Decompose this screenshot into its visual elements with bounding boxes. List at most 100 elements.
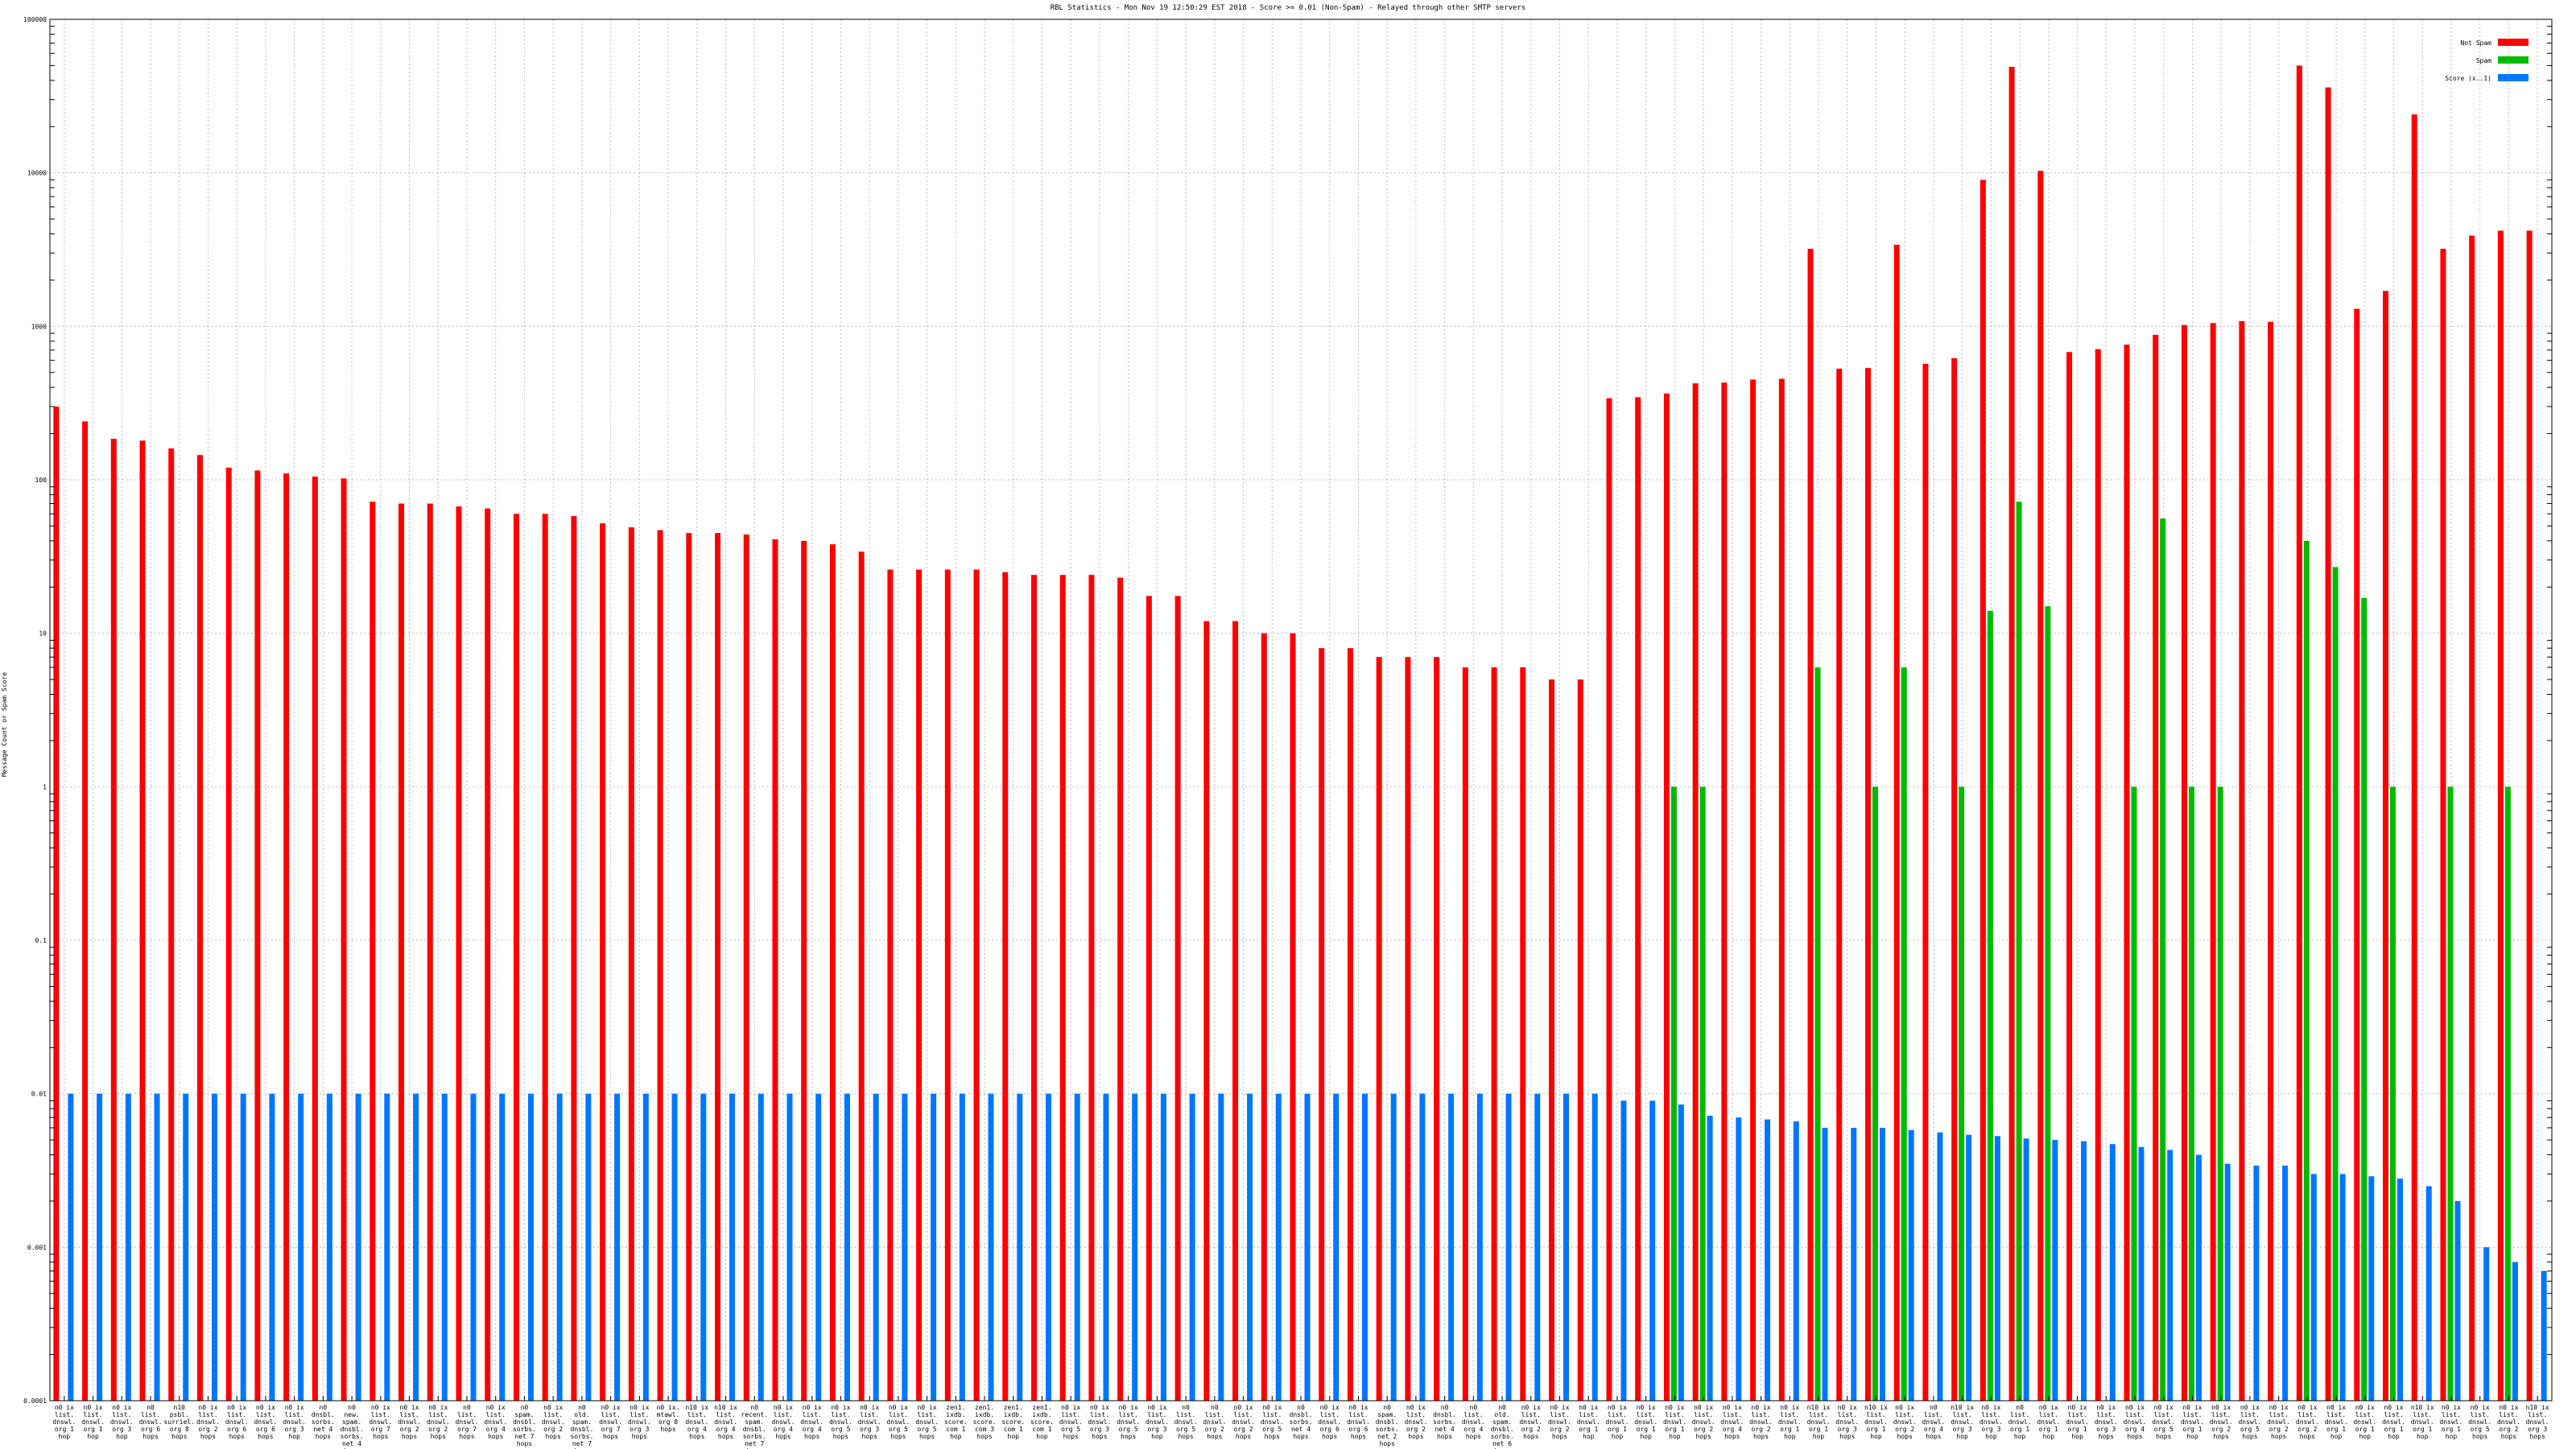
bar-score [988,1093,994,1401]
x-tick-label-line: hops [2127,1433,2142,1440]
x-tick-label-line: n0 ix [1090,1404,1109,1411]
bar-not-spam [1864,368,1871,1401]
x-tick-label-line: hops [546,1433,561,1440]
axes [49,19,2553,1402]
x-tick-label-line: hops [862,1433,877,1440]
bar-not-spam [1606,398,1612,1401]
x-tick-label-line: n0 ix [1838,1404,1857,1411]
bar-score [1563,1093,1570,1401]
x-tick-label-line: org 5 [918,1426,937,1433]
bar-not-spam [801,540,807,1401]
bar-not-spam [369,502,376,1402]
x-tick-label-line: hops [2501,1433,2516,1440]
bar-spam [1872,786,1878,1401]
x-tick-label-line: list. [1262,1411,1282,1418]
x-tick-label-line: list. [1780,1411,1799,1418]
x-tick-label-line: dnswl. [628,1418,651,1426]
plot-frame [49,19,2553,1402]
x-tick-label-line: list. [2499,1411,2518,1418]
x-tick-label-line: hops [919,1433,935,1440]
x-tick-label-line: dnswl. [829,1418,852,1426]
x-tick-label-line: dnswl. [1720,1418,1744,1426]
x-tick-label-line: dnswl. [2497,1418,2520,1426]
x-tick-label-line: n10 ix [1807,1404,1831,1411]
bar-score [211,1093,217,1401]
x-tick-label-line: org 1 [2326,1426,2346,1433]
x-tick-label-line: list. [2240,1411,2260,1418]
bar-score [355,1093,361,1401]
bar-not-spam [1663,393,1670,1401]
x-tick-label-line: hops [200,1433,216,1440]
x-tick-label-line: list. [2384,1411,2403,1418]
bar-not-spam [2411,114,2417,1401]
x-tick-label-line: n0 ix [2125,1404,2145,1411]
x-tick-label-line: list. [256,1411,275,1418]
x-tick-label-line: hops [229,1433,245,1440]
x-tick-label-line: n0 ix [1694,1404,1713,1411]
x-tick-label-line: dnswl. [1807,1418,1831,1426]
bar-not-spam [1376,657,1382,1401]
x-tick-label-line: hops [1494,1447,1509,1449]
x-tick-label-line: sorbs. [513,1426,536,1433]
x-tick-label-line: n0 ix [1608,1404,1627,1411]
x-tick-label-line: list. [716,1411,735,1418]
x-tick-label-line: dnswl. [2468,1418,2491,1426]
x-tick-label-line: hops [1437,1433,1452,1440]
x-tick-label-line: dnswl. [139,1418,163,1426]
bar-score [1448,1093,1455,1401]
x-tick-label-line: list. [227,1411,246,1418]
x-tick-label-line: net 4 [1291,1426,1311,1433]
bar-spam [1959,786,1965,1401]
x-tick-label-line: hops [2271,1433,2286,1440]
bar-score [1534,1093,1541,1401]
x-tick-label-line: n0 ix [1061,1404,1080,1411]
x-tick-label-line: n0 ix [55,1404,74,1411]
bar-score [68,1093,74,1401]
bar-score [2023,1138,2029,1401]
x-tick-label-line: spam. [514,1411,534,1418]
x-tick-label-line: hop [1813,1433,1825,1440]
x-tick-label-line: org 8 [658,1418,678,1426]
x-tick-label-line: hops [718,1433,733,1440]
x-tick-label-line: n0 ix [1406,1404,1426,1411]
bar-not-spam [485,508,491,1402]
legend-item: Spam [2476,56,2529,64]
bar-not-spam [973,569,980,1401]
x-tick-label-line: n0 ix [1147,1404,1166,1411]
x-tick-label-line: org 2 [2499,1426,2518,1433]
x-tick-label-line: hops [775,1433,791,1440]
x-tick-label-line: hops [344,1447,359,1449]
bar-score [1103,1093,1109,1401]
x-tick-label-line: dnswl. [2124,1418,2147,1426]
x-tick-label-line: hops [976,1433,992,1440]
bar-score [1793,1121,1799,1401]
x-tick-label-line: dnswl. [1174,1418,1198,1426]
x-tick-label-line: org 1 [2442,1426,2461,1433]
x-tick-label-line: net 2 [1377,1433,1397,1440]
legend-item: Not Spam [2460,39,2529,47]
bar-score [2368,1176,2375,1401]
bar-score [183,1093,189,1401]
bar-not-spam [2239,320,2245,1402]
x-tick-label-line: list. [1838,1411,1857,1418]
x-tick-label-line: dnswl. [714,1418,737,1426]
x-tick-label-line: hop [1640,1433,1652,1440]
x-tick-label-line: org 2 [1234,1426,1253,1433]
bar-not-spam [1750,379,1757,1402]
x-tick-label-line: org 6 [227,1426,246,1433]
x-tick-label-line: list. [457,1411,477,1418]
bar-not-spam [1146,596,1152,1401]
x-tick-label-line: org 7 [457,1426,477,1433]
